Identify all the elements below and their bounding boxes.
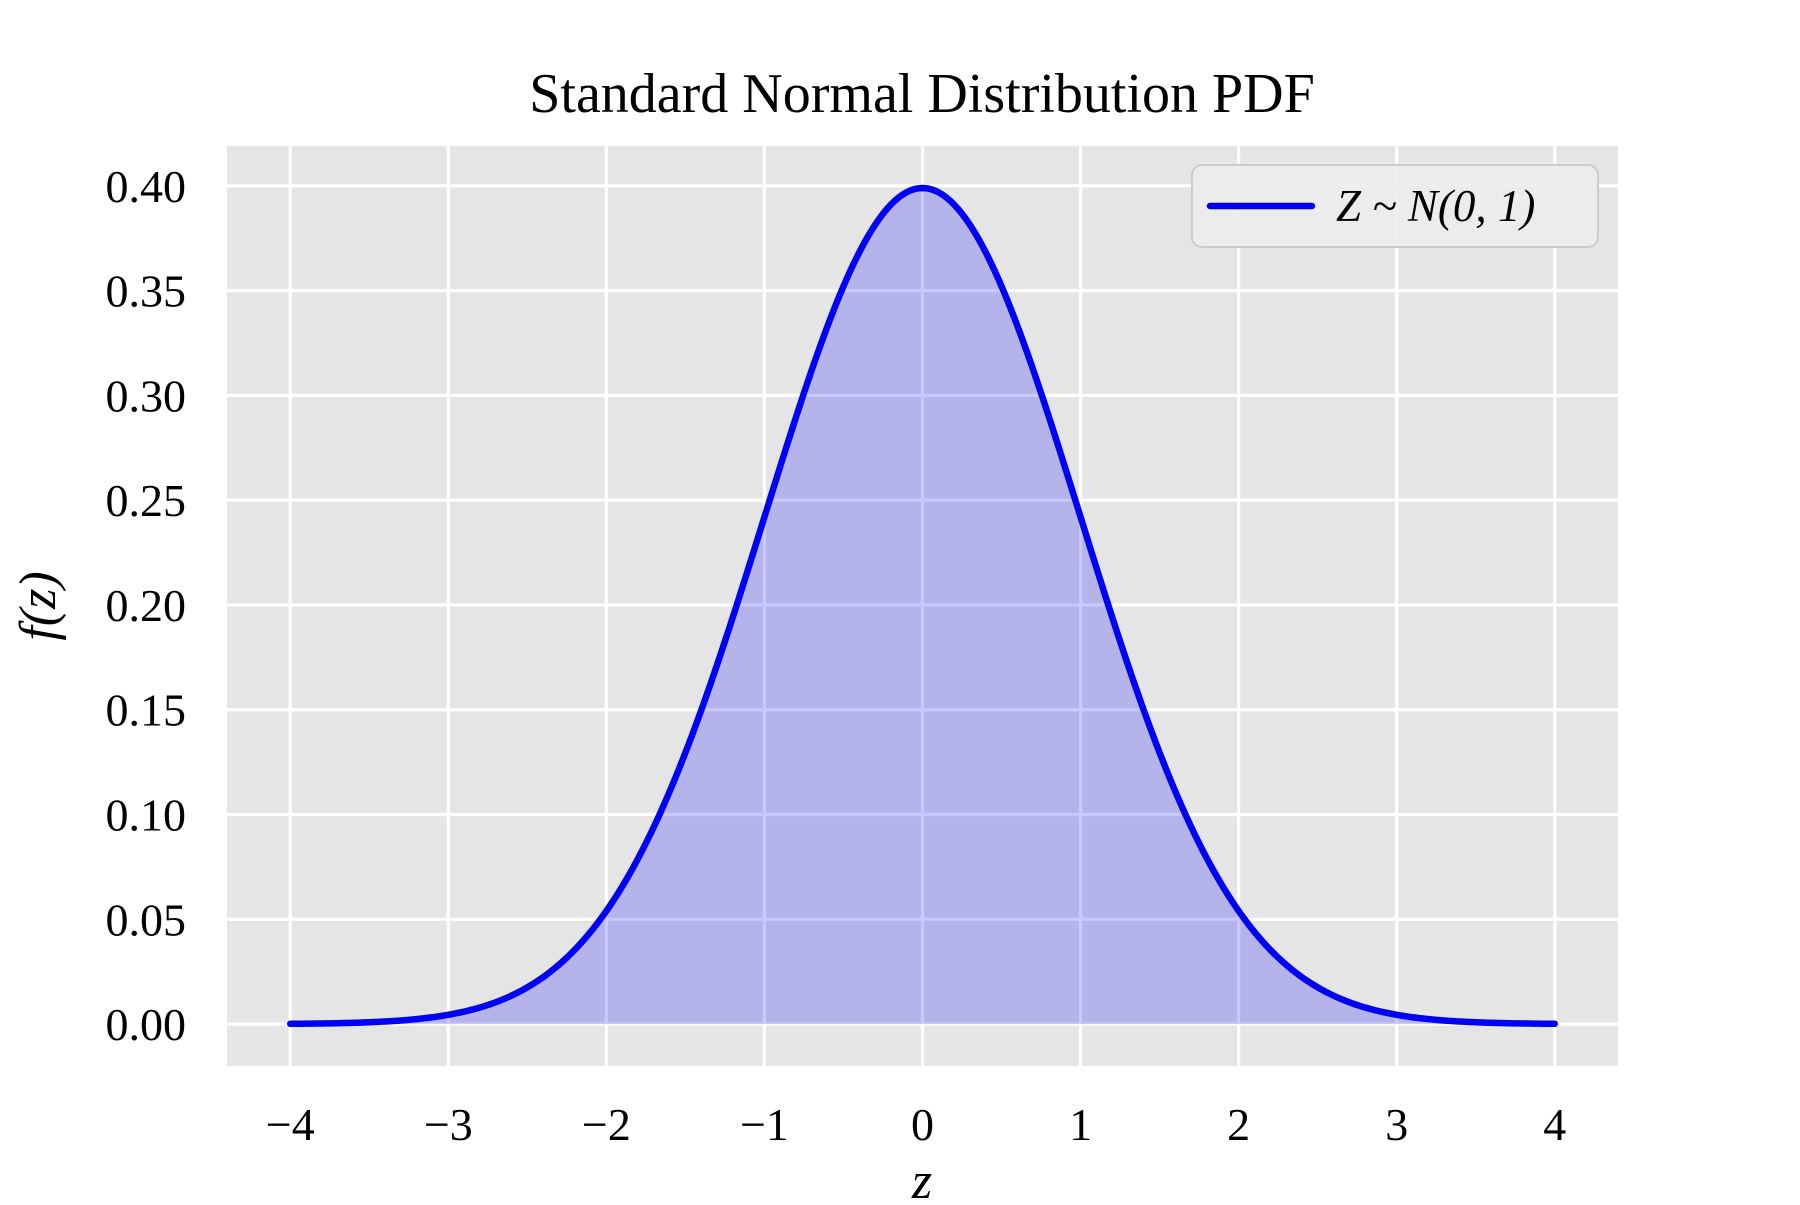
x-tick-label: 0 [911, 1099, 934, 1150]
y-tick-label: 0.40 [106, 161, 187, 212]
legend-label: Z ~ N(0, 1) [1336, 181, 1535, 231]
y-tick-label: 0.30 [106, 370, 187, 421]
legend-box [1191, 164, 1599, 248]
y-tick-labels: 0.00 0.05 0.10 0.15 0.20 0.25 0.30 0.35 0.40 [106, 161, 187, 1050]
y-tick-label: 0.05 [106, 894, 187, 945]
x-tick-label: 1 [1069, 1099, 1092, 1150]
chart-title: Standard Normal Distribution PDF [529, 63, 1315, 125]
x-tick-labels: −4 −3 −2 −1 0 1 2 3 4 [266, 1099, 1567, 1150]
grid-layer [227, 146, 1618, 1066]
pdf-fill-area [290, 188, 1555, 1025]
x-tick-label: 4 [1543, 1099, 1566, 1150]
legend: Z ~ N(0, 1) [1191, 164, 1599, 248]
x-tick-label: 2 [1227, 1099, 1250, 1150]
x-axis-label: z [911, 1153, 932, 1200]
y-tick-label: 0.20 [106, 580, 187, 631]
pdf-curve [286, 184, 1559, 1028]
y-tick-label: 0.15 [106, 685, 187, 736]
x-tick-label: 3 [1385, 1099, 1408, 1150]
x-tick-label: −4 [266, 1099, 315, 1150]
y-tick-label: 0.35 [106, 266, 187, 317]
y-axis-label: f(z) [10, 571, 67, 640]
y-tick-label: 0.00 [106, 999, 187, 1050]
x-tick-label: −3 [424, 1099, 473, 1150]
x-tick-label: −1 [740, 1099, 789, 1150]
x-tick-label: −2 [582, 1099, 631, 1150]
y-tick-label: 0.25 [106, 475, 187, 526]
y-tick-label: 0.10 [106, 790, 187, 841]
